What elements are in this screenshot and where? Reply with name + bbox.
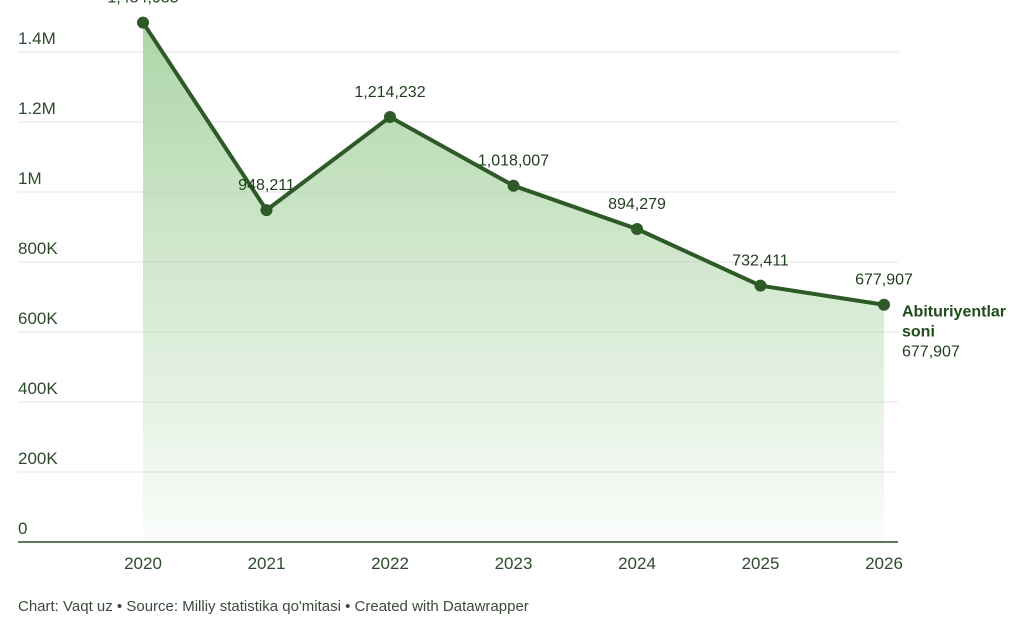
data-label: 732,411: [732, 253, 789, 270]
chart-footer: Chart: Vaqt uz • Source: Milliy statisti…: [18, 598, 529, 615]
series-area: [143, 22, 884, 542]
x-tick-label: 2023: [495, 554, 533, 573]
data-point: [631, 223, 643, 236]
x-tick-label: 2025: [742, 554, 780, 573]
x-tick-label: 2021: [248, 554, 286, 573]
y-tick-label: 400K: [18, 379, 58, 398]
data-point: [260, 204, 273, 217]
line-area-chart: 0 200K 400K 600K 800K 1M 1.2M 1.4M 2020 2021 2022 2…: [18, 0, 1006, 573]
data-point: [878, 298, 890, 311]
y-tick-label: 600K: [18, 309, 58, 328]
data-label: 1,018,007: [478, 153, 549, 170]
y-tick-label: 0: [18, 519, 27, 538]
data-point: [507, 179, 520, 192]
y-tick-label: 1M: [18, 169, 42, 188]
data-point: [137, 16, 149, 29]
y-tick-label: 200K: [18, 449, 58, 468]
data-label: 894,279: [608, 196, 666, 213]
data-label: 948,211: [238, 177, 295, 194]
data-point: [754, 279, 767, 292]
data-label: 1,214,232: [354, 84, 425, 101]
series-name-label: Abituriyentlar soni: [902, 304, 1006, 341]
series-name-line: soni: [902, 324, 935, 341]
y-tick-label: 800K: [18, 239, 58, 258]
data-label: 677,907: [855, 272, 913, 289]
x-tick-label: 2026: [865, 554, 903, 573]
y-tick-label: 1.2M: [18, 99, 56, 118]
x-tick-label: 2024: [618, 554, 656, 573]
series-name-line: Abituriyentlar: [902, 304, 1006, 321]
series-end-value: 677,907: [902, 344, 960, 361]
data-point: [384, 111, 396, 124]
data-label: 1,484,085: [107, 0, 178, 7]
y-tick-label: 1.4M: [18, 29, 56, 48]
x-tick-label: 2022: [371, 554, 409, 573]
x-tick-label: 2020: [124, 554, 162, 573]
